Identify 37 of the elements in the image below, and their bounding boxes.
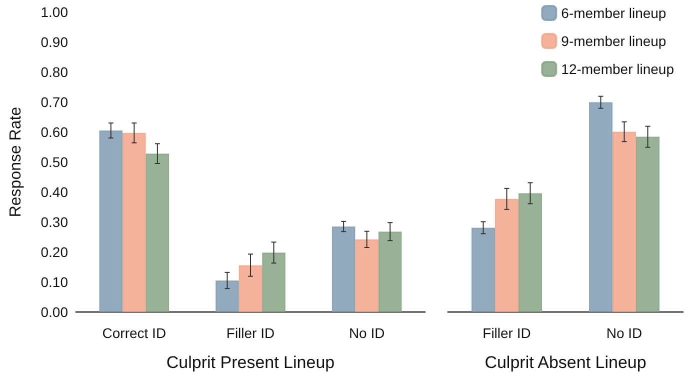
y-tick-label: 0.60	[40, 124, 68, 140]
bar	[518, 193, 542, 312]
y-tick-label: 0.30	[40, 214, 68, 230]
y-tick-label: 0.50	[40, 154, 68, 170]
legend-label: 12-member lineup	[561, 61, 674, 77]
legend-label: 9-member lineup	[561, 33, 666, 49]
x-tick-label: Filler ID	[482, 325, 531, 341]
bar	[146, 154, 170, 312]
y-tick-label: 0.40	[40, 184, 68, 200]
y-tick-label: 0.70	[40, 94, 68, 110]
bar	[238, 265, 262, 312]
y-tick-label: 0.10	[40, 274, 68, 290]
y-tick-label: 1.00	[40, 4, 68, 20]
bar	[378, 232, 402, 312]
bar	[122, 132, 146, 312]
y-axis-title: Response Rate	[8, 106, 24, 218]
bar	[472, 228, 495, 312]
bar	[612, 132, 636, 312]
x-tick-label: No ID	[348, 325, 385, 341]
x-axis-title: Culprit Absent Lineup	[484, 353, 646, 372]
legend-label: 6-member lineup	[561, 5, 666, 21]
bar	[589, 102, 612, 312]
bar	[355, 239, 378, 312]
bar	[495, 198, 518, 312]
x-tick-label: Correct ID	[102, 325, 166, 341]
bar	[216, 280, 239, 312]
bar	[262, 252, 286, 312]
bar	[332, 226, 356, 312]
y-tick-label: 0.20	[40, 244, 68, 260]
x-axis-title: Culprit Present Lineup	[166, 353, 335, 372]
y-tick-label: 0.80	[40, 64, 68, 80]
bar	[99, 130, 123, 312]
bar	[636, 136, 660, 312]
x-tick-label: Filler ID	[226, 325, 275, 341]
y-tick-label: 0.90	[40, 34, 68, 50]
y-tick-label: 0.00	[40, 304, 68, 320]
x-tick-label: No ID	[606, 325, 642, 341]
